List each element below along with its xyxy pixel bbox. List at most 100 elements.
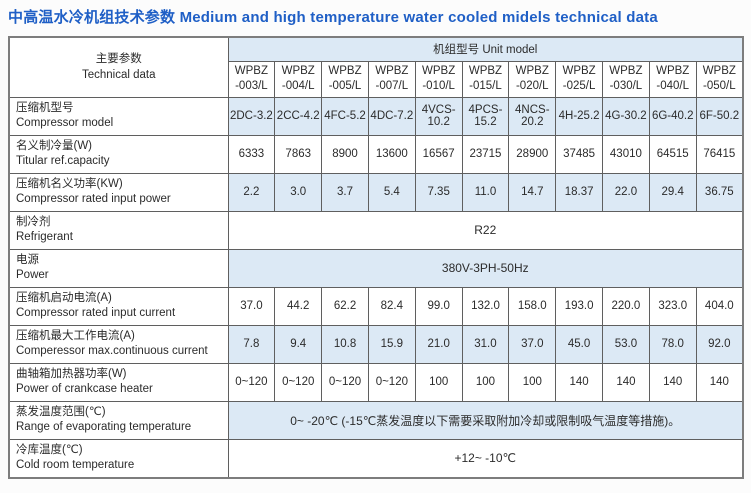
- cell-value: 5.4: [367, 172, 416, 212]
- cell-value: 11.0: [461, 172, 510, 212]
- unit-model-030L: WPBZ -030/L: [602, 60, 650, 98]
- footnotes: 1、额定输入功率和电流是在ARI工况下的值。2、机组名义制冷量试验工况为：蒸发温…: [10, 491, 746, 493]
- cell-value: 37.0: [508, 324, 557, 364]
- cell-value: 6F-50.2: [695, 96, 744, 136]
- unit-model-007L: WPBZ -007/L: [367, 60, 416, 98]
- cell-value: 100: [461, 362, 510, 402]
- table-row: 曲轴箱加热器功率(W) Power of crankcase heater 0~12…: [8, 362, 744, 402]
- table-row: 名义制冷量(W) Titular ref.capacity 6333 7863 8900…: [8, 134, 744, 174]
- cell-value: 29.4: [648, 172, 697, 212]
- cell-value: 2DC-3.2: [227, 96, 276, 136]
- cell-value: 43010: [602, 134, 650, 174]
- cell-value: 2CC-4.2: [274, 96, 323, 136]
- row-value-span: R22: [227, 210, 744, 250]
- header-row-top: 主要参数 Technical data 机组型号 Unit model: [8, 36, 744, 98]
- cell-value: 0~120: [321, 362, 369, 402]
- cell-value: 0~120: [274, 362, 323, 402]
- cell-value: 64515: [648, 134, 697, 174]
- table-row: 压缩机启动电流(A) Compressor rated input current…: [8, 286, 744, 326]
- unit-model-004L: WPBZ -004/L: [274, 60, 323, 98]
- cell-value: 0~120: [227, 362, 276, 402]
- cell-value: 44.2: [274, 286, 323, 326]
- cell-value: 140: [555, 362, 603, 402]
- row-label: 压缩机型号 Compressor model: [8, 96, 229, 136]
- unit-model-020L: WPBZ -020/L: [508, 60, 557, 98]
- cell-value: 14.7: [508, 172, 557, 212]
- cell-value: 7.8: [227, 324, 276, 364]
- footnote: 1Rated input power and current is the nu…: [388, 491, 746, 493]
- cell-value: 15.9: [367, 324, 416, 364]
- corner-header: 主要参数 Technical data: [8, 36, 229, 98]
- corner-header-en: Technical data: [81, 69, 156, 82]
- unit-model-015L: WPBZ -015/L: [461, 60, 510, 98]
- cell-value: 220.0: [602, 286, 650, 326]
- cell-value: 92.0: [695, 324, 744, 364]
- cell-value: 31.0: [461, 324, 510, 364]
- header-row-models: WPBZ -003/L WPBZ -004/L WPBZ -005/L WPBZ -007/L…: [9, 60, 744, 98]
- cell-value: 4VCS-10.2: [414, 96, 463, 136]
- unit-model-003L: WPBZ -003/L: [227, 60, 276, 98]
- table-body: 压缩机型号 Compressor model 2DC-3.2 2CC-4.2 4FC-5…: [8, 96, 744, 479]
- cell-value: 0~120: [367, 362, 416, 402]
- table-row: 压缩机最大工作电流(A) Comperessor max.continuous c…: [8, 324, 744, 364]
- cell-value: 6333: [227, 134, 276, 174]
- cell-value: 3.7: [321, 172, 369, 212]
- cell-value: 7863: [274, 134, 323, 174]
- cell-value: 2.2: [227, 172, 276, 212]
- cell-value: 99.0: [414, 286, 463, 326]
- table-header: 主要参数 Technical data 机组型号 Unit model WPBZ…: [8, 36, 744, 98]
- cell-value: 140: [695, 362, 744, 402]
- unit-model-025L: WPBZ -025/L: [555, 60, 603, 98]
- page-title: 中高温水冷机组技术参数 Medium and high temperature …: [8, 9, 658, 26]
- table-row: 压缩机名义功率(KW) Compressor rated input power 2…: [8, 172, 744, 212]
- cell-value: 21.0: [414, 324, 463, 364]
- cell-value: 18.37: [555, 172, 603, 212]
- technical-data-table: 主要参数 Technical data 机组型号 Unit model WPBZ…: [8, 36, 744, 479]
- unit-model-040L: WPBZ -040/L: [648, 60, 697, 98]
- cell-value: 4FC-5.2: [321, 96, 369, 136]
- cell-value: 82.4: [367, 286, 416, 326]
- row-label: 制冷剂 Refrigerant: [8, 210, 229, 250]
- table-row: 蒸发温度范围(℃) Range of evaporating temperatur…: [8, 400, 744, 440]
- unit-model-050L: WPBZ -050/L: [695, 60, 744, 98]
- cell-value: 100: [508, 362, 557, 402]
- cell-value: 37.0: [227, 286, 276, 326]
- cell-value: 62.2: [321, 286, 369, 326]
- cell-value: 37485: [555, 134, 603, 174]
- cell-value: 28900: [508, 134, 557, 174]
- cell-value: 132.0: [461, 286, 510, 326]
- cell-value: 4G-30.2: [602, 96, 650, 136]
- table-row: 冷库温度(℃) Cold room temperature +12~ -10℃: [8, 438, 744, 479]
- row-label: 压缩机名义功率(KW) Compressor rated input power: [8, 172, 229, 212]
- row-label: 冷库温度(℃) Cold room temperature: [8, 438, 229, 479]
- cell-value: 23715: [461, 134, 510, 174]
- footnote-text: Rated input power and current is the num…: [408, 491, 746, 493]
- unit-model-010L: WPBZ -010/L: [414, 60, 463, 98]
- cell-value: 404.0: [695, 286, 744, 326]
- row-label: 名义制冷量(W) Titular ref.capacity: [8, 134, 229, 174]
- cell-value: 140: [648, 362, 697, 402]
- cell-value: 8900: [321, 134, 369, 174]
- footnote-number: 1: [388, 491, 408, 493]
- unit-model-005L: WPBZ -005/L: [321, 60, 369, 98]
- cell-value: 6G-40.2: [648, 96, 697, 136]
- cell-value: 140: [602, 362, 650, 402]
- cell-value: 45.0: [555, 324, 603, 364]
- row-label: 压缩机最大工作电流(A) Comperessor max.continuous c…: [8, 324, 229, 364]
- cell-value: 4PCS-15.2: [461, 96, 510, 136]
- row-value-span: +12~ -10℃: [227, 438, 744, 479]
- table-row: 制冷剂 Refrigerant R22: [8, 210, 744, 250]
- cell-value: 13600: [367, 134, 416, 174]
- unit-model-header: 机组型号 Unit model: [227, 36, 744, 62]
- cell-value: 4H-25.2: [555, 96, 603, 136]
- cell-value: 10.8: [321, 324, 369, 364]
- row-label: 压缩机启动电流(A) Compressor rated input current: [8, 286, 229, 326]
- cell-value: 3.0: [274, 172, 323, 212]
- table-row: 电源 Power 380V-3PH-50Hz: [8, 248, 744, 288]
- cell-value: 4DC-7.2: [367, 96, 416, 136]
- row-value-span: 380V-3PH-50Hz: [227, 248, 744, 288]
- table-row: 压缩机型号 Compressor model 2DC-3.2 2CC-4.2 4FC-5…: [8, 96, 744, 136]
- row-label: 电源 Power: [8, 248, 229, 288]
- cell-value: 36.75: [695, 172, 744, 212]
